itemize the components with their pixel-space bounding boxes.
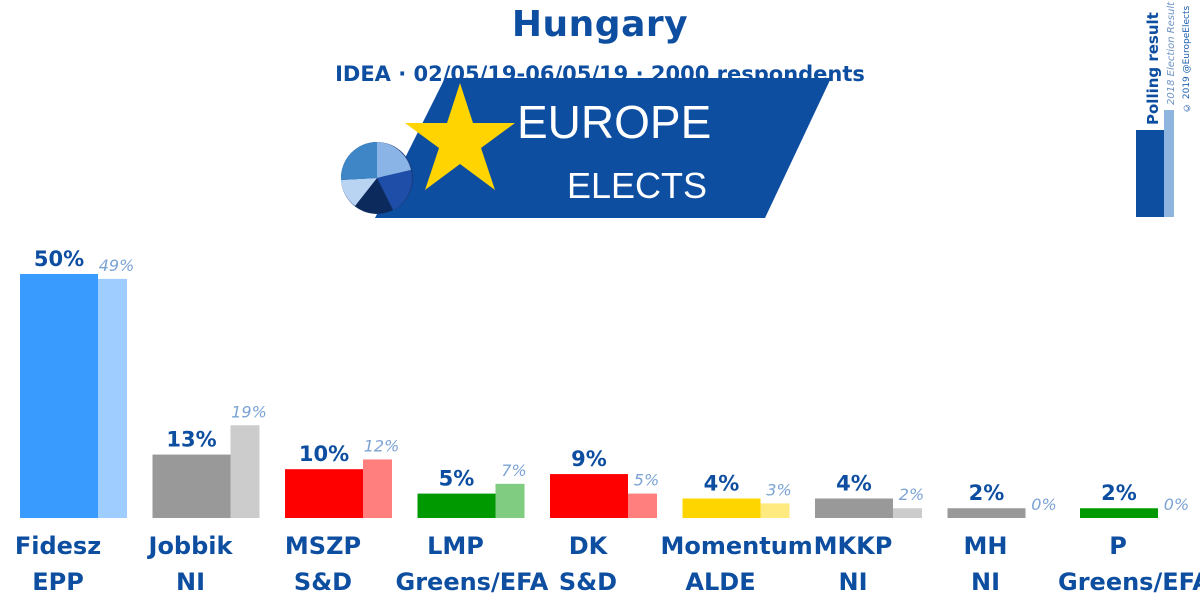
legend-poll-bar bbox=[1136, 130, 1164, 217]
bar-chart: 50% 49% 13% 19% 10% 12% 5% 7% 9% 5% 4% 3% 4% 2% 2% 0% 2%… bbox=[20, 247, 1189, 518]
poll-value-label: 4% bbox=[704, 471, 740, 495]
group-label: NI bbox=[838, 568, 868, 596]
election-value-label: 3% bbox=[766, 480, 791, 499]
group-label: S&D bbox=[558, 568, 618, 596]
bar-election-mszp bbox=[363, 459, 392, 518]
party-label: MH bbox=[963, 532, 1008, 560]
group-label: NI bbox=[175, 568, 205, 596]
bar-election-momentum bbox=[760, 503, 790, 518]
legend-election-label: 2018 Election Result bbox=[1166, 1, 1177, 105]
bar-election-jobbik bbox=[230, 425, 260, 518]
party-label: DK bbox=[568, 532, 608, 560]
party-label: Momentum bbox=[660, 532, 813, 560]
bar-election-dk bbox=[628, 493, 657, 518]
star-icon bbox=[405, 83, 515, 190]
party-label: LMP bbox=[427, 532, 484, 560]
bar-poll-p bbox=[1080, 508, 1158, 518]
poll-value-label: 2% bbox=[969, 481, 1005, 505]
election-value-label: 5% bbox=[634, 471, 659, 490]
legend-election-bar bbox=[1164, 110, 1174, 217]
poll-value-label: 13% bbox=[166, 428, 216, 452]
bar-poll-dk bbox=[550, 474, 628, 518]
group-label: S&D bbox=[293, 568, 353, 596]
group-label: NI bbox=[970, 568, 1000, 596]
party-label: MSZP bbox=[284, 532, 362, 560]
europe-elects-logo: EUROPE ELECTS bbox=[340, 78, 831, 218]
bar-poll-fidesz bbox=[20, 274, 98, 518]
bar-poll-momentum bbox=[682, 498, 761, 518]
election-value-label: 19% bbox=[231, 402, 267, 421]
logo-text-elects: ELECTS bbox=[567, 165, 707, 206]
poll-value-label: 5% bbox=[439, 467, 475, 491]
logo-text-europe: EUROPE bbox=[517, 96, 711, 148]
party-label: Fidesz bbox=[14, 532, 102, 560]
party-label: P bbox=[1109, 532, 1127, 560]
legend-poll-label: Polling result bbox=[1144, 12, 1162, 125]
election-value-label: 0% bbox=[1164, 495, 1189, 514]
party-label: MKKP bbox=[813, 532, 893, 560]
group-label: Greens/EFA bbox=[1058, 568, 1200, 596]
election-value-label: 2% bbox=[899, 485, 924, 504]
poll-value-label: 9% bbox=[571, 447, 607, 471]
bar-election-mkkp bbox=[893, 508, 922, 518]
party-label: Jobbik bbox=[148, 532, 233, 560]
election-value-label: 12% bbox=[364, 436, 400, 455]
bar-poll-mh bbox=[947, 508, 1026, 518]
bar-poll-mkkp bbox=[815, 498, 893, 518]
pie-icon bbox=[340, 141, 413, 214]
poll-value-label: 2% bbox=[1101, 481, 1137, 505]
group-label: ALDE bbox=[685, 568, 756, 596]
election-value-label: 0% bbox=[1031, 495, 1056, 514]
bar-poll-lmp bbox=[417, 493, 496, 518]
legend: Polling result 2018 Election Result bbox=[1136, 1, 1177, 217]
poll-value-label: 50% bbox=[34, 247, 84, 271]
credit-text: © 2019 @EuropeElects bbox=[1182, 6, 1192, 113]
poll-value-label: 10% bbox=[299, 442, 349, 466]
poll-value-label: 4% bbox=[836, 471, 872, 495]
election-value-label: 49% bbox=[99, 256, 135, 275]
bar-election-fidesz bbox=[98, 278, 127, 518]
group-label: Greens/EFA bbox=[395, 568, 549, 596]
group-label: EPP bbox=[32, 568, 84, 596]
bar-poll-jobbik bbox=[152, 454, 231, 518]
bar-poll-mszp bbox=[285, 469, 363, 518]
chart-title: Hungary bbox=[511, 4, 689, 45]
bar-election-lmp bbox=[495, 483, 525, 518]
election-value-label: 7% bbox=[501, 461, 526, 480]
